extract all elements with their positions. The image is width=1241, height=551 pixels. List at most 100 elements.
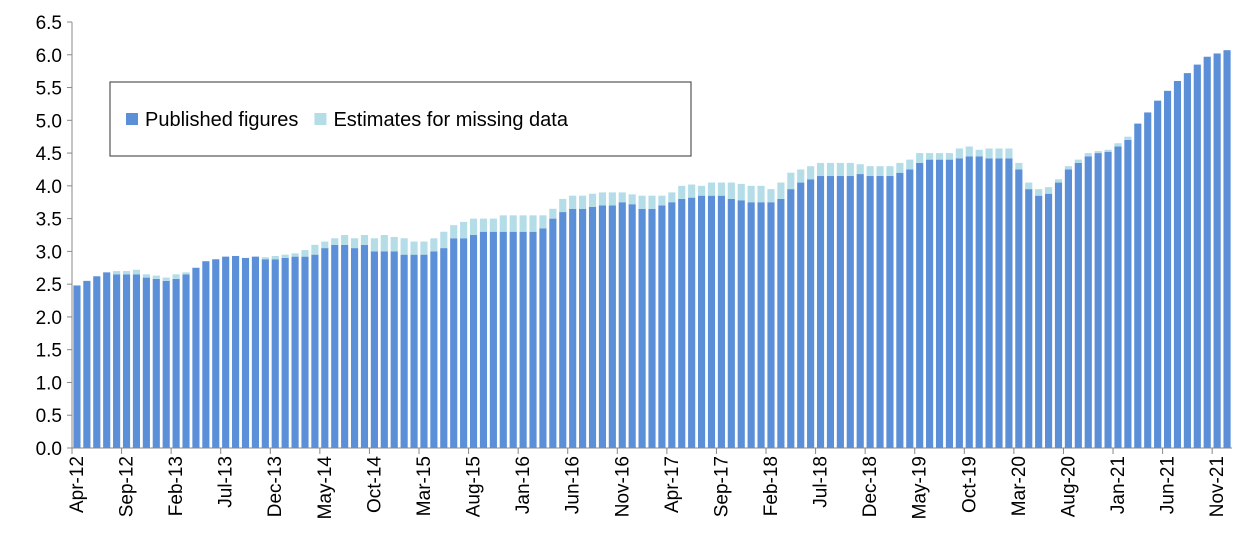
bar-segment: [598, 205, 606, 448]
x-tick-label: Mar-20: [1009, 456, 1030, 516]
x-tick-label: Apr-12: [67, 456, 88, 513]
bar-segment: [122, 274, 131, 448]
bar-segment: [807, 166, 815, 180]
bar-segment: [321, 241, 329, 249]
bar-segment: [1084, 156, 1092, 448]
bar-segment: [192, 267, 200, 448]
bar-segment: [638, 195, 646, 209]
bar-segment: [826, 162, 835, 177]
bar-segment: [430, 238, 438, 252]
bar-segment: [499, 215, 507, 232]
bar-segment: [945, 153, 954, 160]
bar-segment: [955, 148, 963, 159]
bar-segment: [113, 271, 121, 275]
bar-segment: [1084, 153, 1092, 157]
bar-segment: [658, 195, 666, 206]
bar-segment: [678, 198, 686, 448]
bar-segment: [1025, 189, 1033, 448]
x-tick-label: Oct-19: [959, 456, 980, 513]
bar-segment: [509, 231, 517, 448]
bar-segment: [628, 194, 636, 205]
bar-segment: [787, 172, 795, 190]
bar-segment: [1183, 73, 1191, 449]
bar-segment: [569, 208, 577, 448]
bar-segment: [727, 198, 735, 448]
bar-segment: [1045, 187, 1053, 194]
bar-segment: [1054, 182, 1063, 449]
bar-segment: [896, 172, 904, 448]
bar-segment: [479, 218, 488, 232]
bar-segment: [1193, 64, 1201, 448]
bar-segment: [935, 153, 944, 160]
bar-segment: [321, 248, 329, 448]
bar-segment: [380, 251, 388, 448]
bar-segment: [628, 204, 636, 448]
bar-segment: [301, 250, 309, 257]
bar-segment: [291, 256, 299, 448]
bar-segment: [727, 182, 735, 199]
bar-segment: [420, 254, 428, 448]
bar-segment: [162, 277, 170, 281]
bar-segment: [301, 256, 309, 448]
bar-segment: [707, 182, 716, 196]
y-tick-label: 6.5: [36, 13, 62, 34]
bar-segment: [529, 231, 537, 448]
bar-segment: [1114, 143, 1122, 147]
bar-segment: [995, 148, 1003, 159]
x-tick-label: Jan-21: [1108, 456, 1129, 514]
bar-segment: [569, 195, 577, 209]
bar-segment: [737, 200, 745, 448]
bar-segment: [886, 166, 894, 177]
bar-segment: [549, 218, 557, 448]
bar-segment: [489, 218, 497, 232]
bar-segment: [945, 159, 954, 448]
x-tick-label: Feb-18: [761, 456, 782, 516]
x-tick-label: Jun-21: [1158, 456, 1179, 514]
bar-segment: [469, 235, 478, 448]
bar-segment: [469, 218, 478, 235]
bar-segment: [1074, 162, 1082, 448]
bar-segment: [559, 198, 567, 213]
bar-segment: [1035, 189, 1043, 196]
bar-segment: [896, 162, 904, 173]
bar-segment: [172, 278, 180, 448]
bar-segment: [638, 208, 646, 448]
bar-segment: [350, 248, 359, 448]
bar-segment: [579, 195, 587, 209]
legend-swatch: [314, 113, 327, 125]
bar-segment: [826, 176, 835, 448]
bar-segment: [648, 195, 656, 209]
y-tick-label: 1.5: [36, 341, 62, 362]
bar-segment: [1213, 53, 1221, 448]
bar-segment: [1144, 112, 1152, 448]
bar-segment: [797, 169, 805, 183]
x-tick-label: Dec-13: [265, 456, 286, 517]
bar-segment: [460, 238, 468, 448]
bar-segment: [618, 202, 626, 448]
x-tick-label: May-19: [910, 456, 931, 519]
bar-segment: [856, 164, 864, 175]
bar-segment: [142, 274, 150, 278]
x-tick-label: May-14: [315, 456, 336, 520]
bar-segment: [588, 206, 597, 448]
y-tick-label: 2.5: [36, 275, 62, 296]
y-tick-label: 0.5: [36, 406, 62, 427]
bar-segment: [816, 176, 825, 448]
bar-segment: [1124, 139, 1132, 448]
y-tick-label: 3.5: [36, 210, 62, 231]
bar-segment: [410, 241, 418, 255]
bar-segment: [836, 162, 844, 177]
bar-segment: [668, 192, 676, 203]
x-tick-label: Mar-15: [414, 456, 435, 516]
bar-segment: [737, 183, 745, 201]
bar-segment: [668, 202, 676, 448]
bar-segment: [450, 225, 458, 239]
bar-segment: [559, 212, 567, 448]
bar-segment: [836, 176, 844, 448]
bar-segment: [83, 280, 91, 448]
bar-segment: [1094, 153, 1102, 449]
bar-segment: [489, 231, 497, 448]
bar-segment: [1054, 179, 1063, 183]
